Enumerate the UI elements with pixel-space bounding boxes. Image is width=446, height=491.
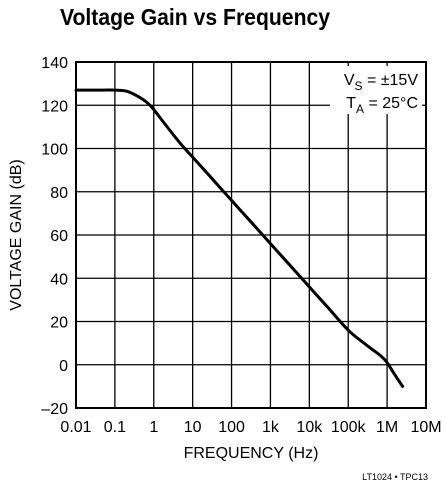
x-tick-label: 1M — [376, 419, 398, 436]
y-tick-label: 120 — [41, 98, 68, 115]
x-tick-label: 0.1 — [104, 419, 126, 436]
grid-lines — [76, 62, 426, 408]
tick-labels: 0.01 0.1 1 10 100 1k 10k 100k 1M 10M 140 120 100 80 60… — [41, 55, 441, 436]
condition-annotation: VS = ±15V — [344, 72, 419, 93]
y-tick-label: 40 — [50, 271, 68, 288]
y-tick-label: 80 — [50, 185, 68, 202]
y-tick-label: –20 — [41, 401, 68, 418]
x-tick-label: 10k — [296, 419, 323, 436]
y-tick-label: 140 — [41, 55, 68, 72]
x-tick-label: 10M — [410, 419, 441, 436]
y-tick-label: 60 — [50, 228, 68, 245]
chart-title: Voltage Gain vs Frequency — [59, 4, 331, 30]
y-axis-label: VOLTAGE GAIN (dB) — [8, 159, 25, 310]
x-tick-label: 0.01 — [60, 419, 91, 436]
y-tick-label: 100 — [41, 142, 68, 159]
x-axis-label: FREQUENCY (Hz) — [184, 445, 319, 462]
series-line-voltage-gain — [74, 88, 405, 388]
x-tick-label: 100 — [218, 419, 245, 436]
x-tick-label: 1 — [149, 419, 158, 436]
figure-code: LT1024 • TPC13 — [362, 472, 428, 482]
condition-annotation: TA = 25°C — [346, 95, 418, 116]
x-tick-label: 100k — [331, 419, 367, 436]
plot-frame — [75, 61, 427, 409]
y-tick-label: 20 — [50, 315, 68, 332]
annotation-background — [330, 66, 422, 114]
x-tick-label: 1k — [262, 419, 280, 436]
x-tick-label: 10 — [184, 419, 202, 436]
y-tick-label: 0 — [59, 358, 68, 375]
